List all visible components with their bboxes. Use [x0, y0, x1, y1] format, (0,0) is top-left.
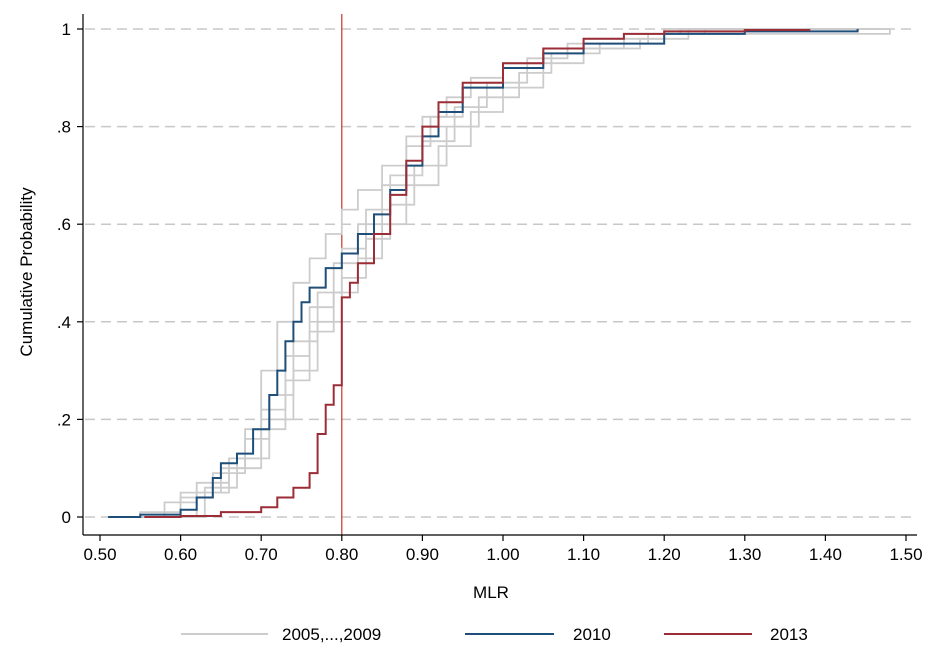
x-tick-label: 1.20: [648, 545, 681, 564]
x-tick-label: 1.10: [567, 545, 600, 564]
x-tick-label: 1.50: [889, 545, 922, 564]
x-tick-label: 0.80: [325, 545, 358, 564]
x-tick-label: 0.70: [245, 545, 278, 564]
series-line-2005-2009: [124, 28, 874, 518]
y-tick-label: .8: [57, 118, 71, 137]
gridlines: [85, 28, 917, 518]
x-tick-label: 1.00: [486, 545, 519, 564]
y-tick-label: .6: [57, 215, 71, 234]
x-tick-label: 1.30: [728, 545, 761, 564]
legend-label: 2013: [770, 625, 808, 644]
x-axis-title: MLR: [473, 583, 509, 602]
legend-label: 2010: [573, 625, 611, 644]
series-group: [108, 28, 891, 518]
y-tick-label: .4: [57, 313, 71, 332]
y-tick-label: 0: [62, 508, 71, 527]
y-tick-label: 1: [62, 20, 71, 39]
series-line-2013: [144, 29, 811, 518]
axes: 0 .2 .4 .6 .8 1 0.50 0.60 0.70 0.80 0.90 1.00 1.10 1.…: [57, 14, 923, 564]
series-line-2010: [108, 29, 859, 518]
y-axis-title: Cumulative Probability: [17, 187, 36, 357]
series-line-2005-2009: [140, 28, 890, 518]
x-tick-label: 0.60: [164, 545, 197, 564]
x-tick-label: 0.50: [83, 545, 116, 564]
legend: 2005,...,2009 2010 2013: [181, 625, 808, 644]
legend-label: 2005,...,2009: [282, 625, 381, 644]
x-tick-label: 0.90: [406, 545, 439, 564]
y-tick-label: .2: [57, 410, 71, 429]
x-tick-label: 1.40: [809, 545, 842, 564]
